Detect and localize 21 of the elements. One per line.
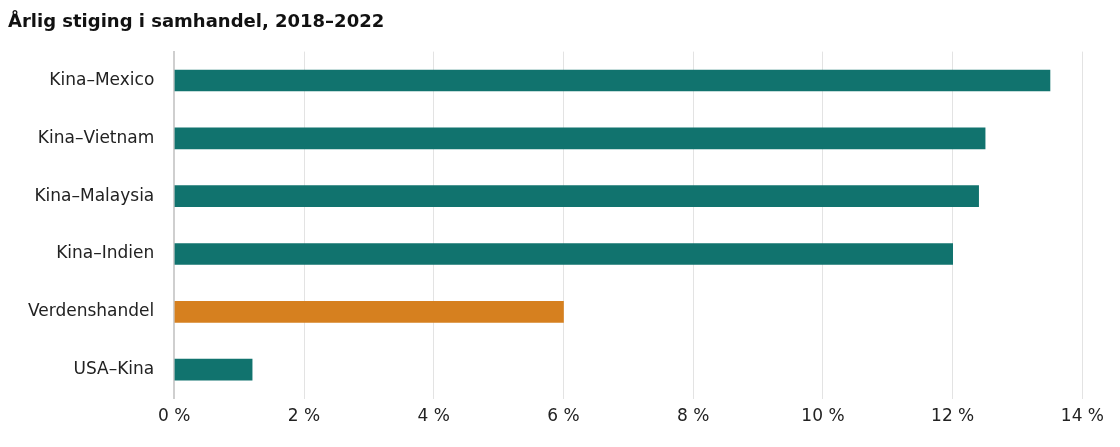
bar xyxy=(174,243,953,265)
y-tick-label: USA–Kina xyxy=(73,358,155,379)
x-tick-label: 0 % xyxy=(158,405,191,426)
y-tick-label: Verdenshandel xyxy=(28,300,155,321)
x-tick-label: 2 % xyxy=(287,405,321,426)
bar xyxy=(174,127,986,150)
x-tick-label: 4 % xyxy=(417,405,450,426)
x-tick-label: 10 % xyxy=(801,405,845,426)
x-tick-label: 12 % xyxy=(931,405,975,426)
x-tick-label: 6 % xyxy=(547,405,580,426)
bar xyxy=(174,301,564,323)
y-tick-label: Kina–Malaysia xyxy=(34,184,155,205)
y-tick-label: Kina–Vietnam xyxy=(37,126,155,147)
x-tick-label: 14 % xyxy=(1060,405,1105,426)
bar xyxy=(174,358,253,381)
y-tick-label: Kina–Mexico xyxy=(49,68,155,89)
bar xyxy=(174,185,979,208)
y-tick-label: Kina–Indien xyxy=(56,242,155,263)
x-tick-label: 8 % xyxy=(677,405,710,426)
bar xyxy=(174,69,1051,92)
chart-title: Årlig stiging i samhandel, 2018–2022 xyxy=(8,9,385,32)
